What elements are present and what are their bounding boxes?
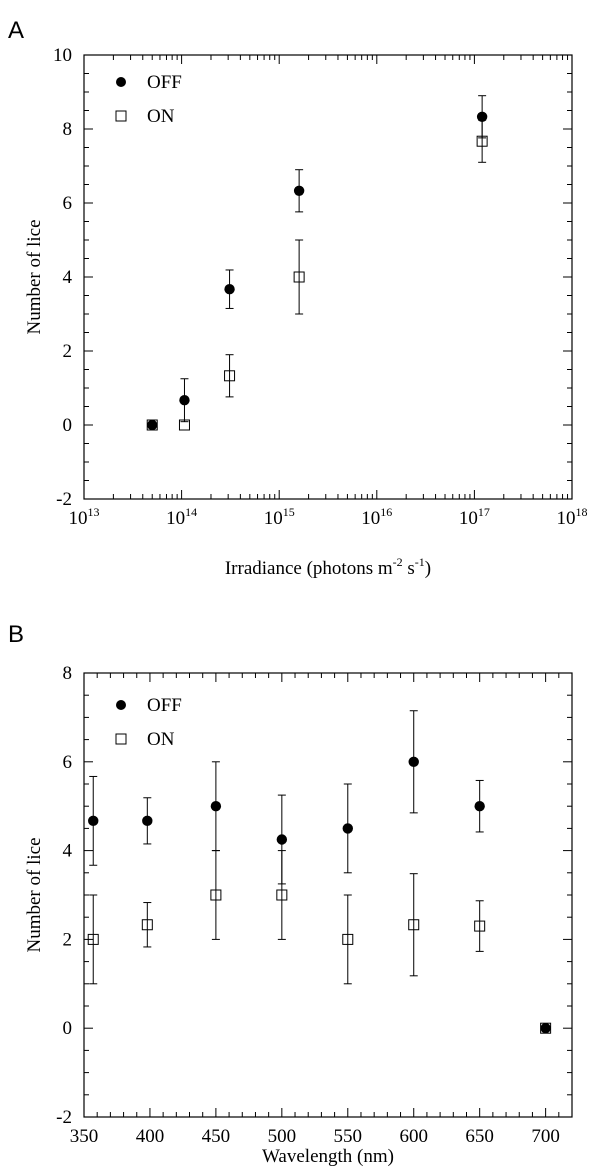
- x-axis-title-b: Wavelength (nm): [262, 1146, 394, 1167]
- x-tick-label: 1016: [361, 505, 392, 529]
- y-tick-label: 8: [63, 119, 73, 140]
- x-tick-label: 450: [202, 1126, 231, 1147]
- legend-label-off-a: OFF: [147, 72, 182, 93]
- x-tick-label: 1013: [69, 505, 100, 529]
- legend-marker-off-b: [116, 700, 126, 710]
- panel-a: A -2 0 2 4 6 8 10 1013 1014 1015 1016 1017 1018 Num…: [8, 17, 588, 579]
- point-off: [342, 823, 353, 834]
- point-on: [87, 933, 99, 945]
- x-tick-label: 600: [399, 1126, 428, 1147]
- y-tick-label: 6: [63, 752, 73, 773]
- x-tick-label: 350: [70, 1126, 99, 1147]
- point-on: [476, 135, 488, 147]
- point-on: [210, 889, 222, 901]
- y-tick-labels-b: -2 0 2 4 6 8: [56, 663, 72, 1128]
- legend-marker-on-b: [115, 733, 127, 745]
- x-tick-label: 1018: [557, 505, 588, 529]
- x-tick-label: 550: [334, 1126, 363, 1147]
- point-off: [276, 834, 288, 845]
- y-tick-label: 10: [53, 45, 72, 66]
- panel-b: B -2 0 2 4 6 8 350 400 450 500 550 600 650 700 Numbe…: [8, 621, 573, 1167]
- point-off: [540, 1022, 551, 1034]
- axis-ticks-a: [83, 54, 573, 500]
- point-on: [342, 933, 354, 945]
- x-tick-label: 700: [531, 1126, 560, 1147]
- legend-marker-on-a: [115, 110, 127, 122]
- point-off: [408, 756, 419, 767]
- legend-label-on-b: ON: [147, 729, 175, 750]
- point-off: [293, 185, 305, 196]
- panel-letter-a: A: [8, 17, 24, 44]
- point-on: [146, 419, 158, 431]
- y-tick-label: 2: [63, 929, 73, 950]
- x-tick-label: 1014: [166, 505, 197, 529]
- y-tick-label: 2: [63, 341, 73, 362]
- point-on: [540, 1022, 552, 1034]
- axis-ticks-b: [83, 672, 573, 1118]
- x-tick-labels-a: 1013 1014 1015 1016 1017 1018: [69, 505, 588, 529]
- y-tick-label: 4: [63, 267, 73, 288]
- point-off: [147, 419, 158, 431]
- y-tick-label: -2: [56, 1107, 72, 1128]
- point-off: [179, 395, 190, 406]
- legend-a: OFF ON: [115, 72, 182, 127]
- legend-label-on-a: ON: [147, 106, 175, 127]
- point-on: [408, 919, 420, 931]
- data-points-b: [87, 710, 552, 1034]
- point-off: [476, 111, 488, 122]
- x-tick-label: 1015: [264, 505, 295, 529]
- y-tick-label: 0: [63, 1018, 73, 1039]
- x-tick-label: 400: [136, 1126, 165, 1147]
- y-tick-label: 8: [63, 663, 73, 684]
- x-tick-label: 650: [465, 1126, 494, 1147]
- point-on: [141, 919, 153, 931]
- point-off: [142, 815, 153, 827]
- y-tick-label: -2: [56, 489, 72, 510]
- data-points-a: [146, 95, 488, 431]
- point-off: [474, 801, 485, 812]
- point-on: [293, 271, 305, 283]
- legend-b: OFF ON: [115, 695, 182, 750]
- legend-label-off-b: OFF: [147, 695, 182, 716]
- x-tick-labels-b: 350 400 450 500 550 600 650 700: [70, 1126, 560, 1147]
- y-axis-title-a: Number of lice: [24, 219, 45, 334]
- point-off: [88, 815, 99, 827]
- x-tick-label: 1017: [459, 505, 490, 529]
- legend-marker-off-a: [116, 77, 126, 87]
- x-axis-title-a: Irradiance (photons m-2 s-1): [225, 555, 431, 579]
- y-tick-labels-a: -2 0 2 4 6 8 10: [53, 45, 73, 510]
- point-off: [210, 801, 222, 812]
- point-off: [224, 284, 235, 295]
- y-axis-title-b: Number of lice: [24, 837, 45, 952]
- x-tick-label: 500: [268, 1126, 297, 1147]
- point-on: [178, 419, 190, 431]
- panel-letter-b: B: [8, 621, 24, 648]
- point-on: [276, 889, 288, 901]
- point-on: [224, 370, 236, 382]
- y-tick-label: 4: [63, 841, 73, 862]
- y-tick-label: 6: [63, 193, 73, 214]
- y-tick-label: 0: [63, 415, 73, 436]
- point-on: [474, 920, 486, 932]
